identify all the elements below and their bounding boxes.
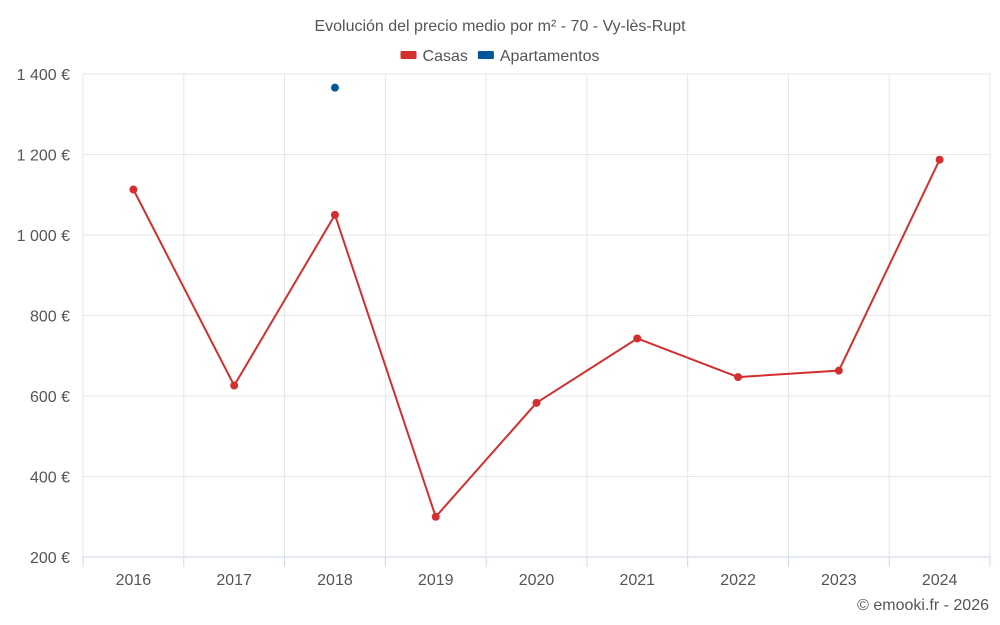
- legend-item[interactable]: Apartamentos: [477, 48, 600, 65]
- x-tick-label: 2023: [821, 572, 857, 589]
- data-point[interactable]: [230, 381, 239, 390]
- data-point[interactable]: [633, 334, 642, 343]
- legend-label: Apartamentos: [500, 48, 600, 65]
- y-tick-label: 400 €: [30, 470, 70, 487]
- x-tick-label: 2018: [317, 572, 353, 589]
- y-tick-label: 1 000 €: [17, 228, 70, 245]
- y-tick-label: 600 €: [30, 389, 70, 406]
- y-tick-label: 800 €: [30, 309, 70, 326]
- data-point[interactable]: [532, 398, 541, 407]
- credit-text: © emooki.fr - 2026: [857, 597, 989, 614]
- data-point[interactable]: [330, 210, 339, 219]
- data-point[interactable]: [431, 512, 440, 521]
- x-tick-label: 2020: [519, 572, 555, 589]
- grid: [82, 73, 991, 558]
- legend-item[interactable]: Casas: [400, 48, 468, 65]
- data-point[interactable]: [129, 185, 138, 194]
- series-group: [129, 83, 944, 521]
- legend-swatch: [400, 51, 417, 59]
- legend: Casas Apartamentos: [400, 48, 600, 65]
- x-tick-label: 2017: [216, 572, 252, 589]
- x-tick-label: 2022: [720, 572, 756, 589]
- data-point[interactable]: [734, 373, 743, 382]
- data-point[interactable]: [834, 366, 843, 375]
- data-point[interactable]: [935, 155, 944, 164]
- chart-title: Evolución del precio medio por m² - 70 -…: [314, 18, 686, 35]
- x-tick-label: 2019: [418, 572, 454, 589]
- y-tick-label: 1 400 €: [17, 67, 70, 84]
- series-line: [132, 159, 941, 518]
- x-axis: 2016 2017 2018 2019 2020 2021 2022 2023 2024: [82, 556, 991, 589]
- y-tick-label: 200 €: [30, 550, 70, 567]
- legend-swatch: [477, 51, 494, 59]
- data-point[interactable]: [330, 83, 339, 92]
- legend-label: Casas: [423, 48, 468, 65]
- y-axis: 200 € 400 € 600 € 800 € 1 000 € 1 200 € 1 400 …: [17, 67, 70, 567]
- y-tick-label: 1 200 €: [17, 148, 70, 165]
- x-tick-label: 2021: [619, 572, 655, 589]
- x-tick-label: 2016: [116, 572, 152, 589]
- x-tick-label: 2024: [922, 572, 958, 589]
